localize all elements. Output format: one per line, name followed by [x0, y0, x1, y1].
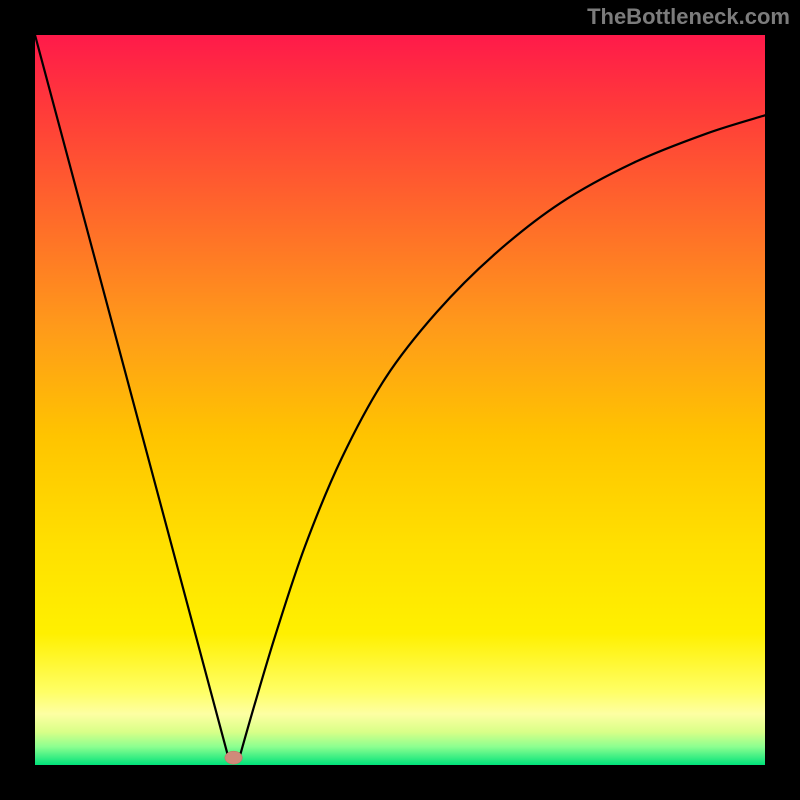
- plot-area: [35, 35, 765, 765]
- gradient-background: [35, 35, 765, 765]
- chart-container: TheBottleneck.com: [0, 0, 800, 800]
- bottleneck-chart: [35, 35, 765, 765]
- optimal-point-marker: [225, 751, 243, 764]
- watermark-text: TheBottleneck.com: [587, 4, 790, 30]
